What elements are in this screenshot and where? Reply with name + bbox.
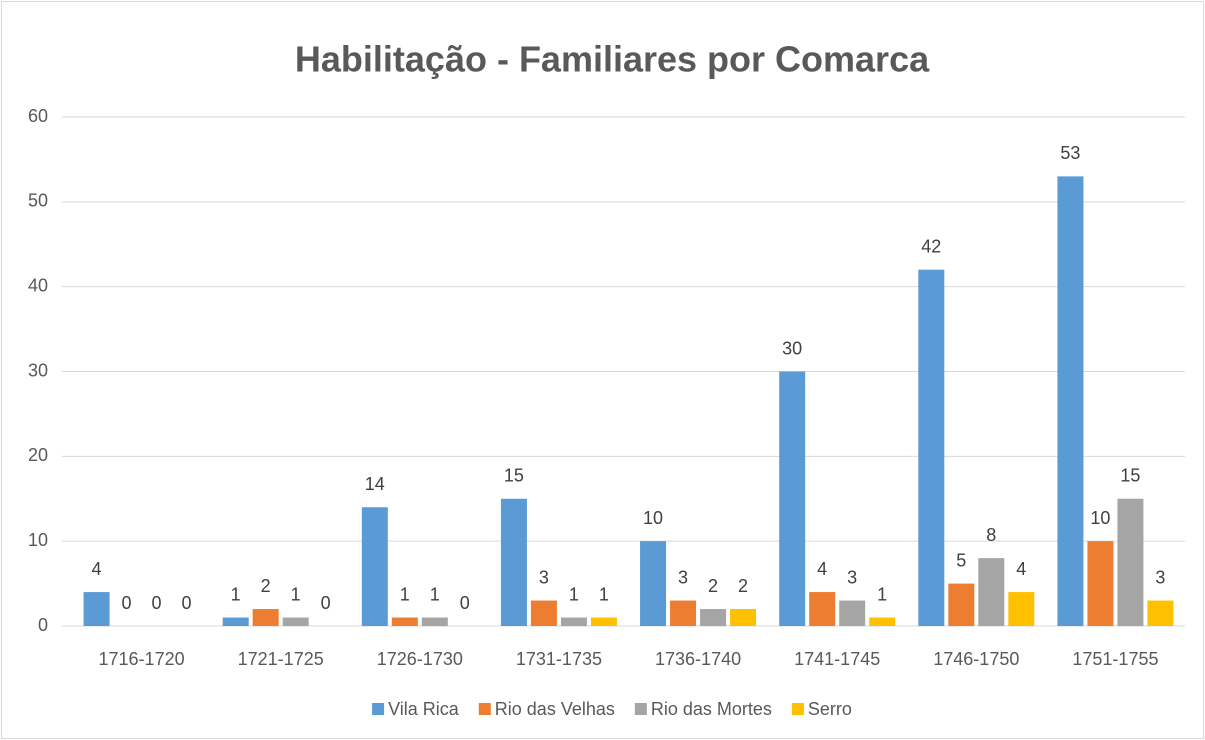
- bar: [1008, 592, 1035, 626]
- bar: [978, 558, 1005, 626]
- data-label: 3: [539, 567, 549, 587]
- data-label: 3: [678, 567, 688, 587]
- legend-swatch: [634, 703, 647, 715]
- data-label: 15: [504, 466, 524, 486]
- y-tick-label: 30: [28, 360, 48, 380]
- data-label: 53: [1060, 143, 1080, 163]
- data-label: 5: [956, 550, 966, 570]
- data-label: 10: [1090, 508, 1110, 528]
- legend-label: Serro: [808, 699, 852, 719]
- bar: [700, 609, 727, 626]
- data-label: 0: [122, 593, 132, 613]
- x-tick-label: 1736-1740: [655, 649, 741, 669]
- data-label: 1: [569, 584, 579, 604]
- bar: [391, 617, 418, 626]
- data-label: 3: [1155, 567, 1165, 587]
- data-label: 10: [643, 508, 663, 528]
- bar: [670, 600, 697, 626]
- bar: [640, 541, 667, 626]
- chart-title: Habilitação - Familiares por Comarca: [295, 39, 930, 80]
- data-label: 1: [400, 584, 410, 604]
- data-label: 0: [460, 593, 470, 613]
- legend-swatch: [372, 703, 385, 715]
- bar: [918, 269, 945, 626]
- bar: [948, 583, 975, 626]
- x-tick-label: 1746-1750: [933, 649, 1019, 669]
- data-label: 2: [708, 576, 718, 596]
- bar: [500, 498, 527, 626]
- legend-label: Rio das Mortes: [651, 699, 772, 719]
- data-label: 42: [921, 236, 941, 256]
- bar: [560, 617, 587, 626]
- y-tick-label: 50: [28, 191, 48, 211]
- data-label: 15: [1120, 466, 1140, 486]
- data-label: 30: [782, 338, 802, 358]
- bar: [222, 617, 249, 626]
- bar: [530, 600, 557, 626]
- y-tick-label: 20: [28, 445, 48, 465]
- data-label: 3: [847, 567, 857, 587]
- x-tick-label: 1731-1735: [516, 649, 602, 669]
- x-tick-label: 1751-1755: [1072, 649, 1158, 669]
- x-tick-label: 1726-1730: [377, 649, 463, 669]
- data-label: 2: [738, 576, 748, 596]
- bar: [282, 617, 309, 626]
- y-tick-label: 40: [28, 275, 48, 295]
- data-label: 0: [321, 593, 331, 613]
- data-label: 0: [182, 593, 192, 613]
- data-label: 2: [261, 576, 271, 596]
- x-tick-label: 1716-1720: [99, 649, 185, 669]
- data-label: 1: [430, 584, 440, 604]
- x-tick-label: 1741-1745: [794, 649, 880, 669]
- legend-label: Rio das Velhas: [495, 699, 615, 719]
- bar: [1117, 498, 1144, 626]
- data-label: 14: [365, 474, 385, 494]
- data-label: 1: [291, 584, 301, 604]
- bar: [730, 609, 757, 626]
- data-label: 0: [152, 593, 162, 613]
- y-tick-label: 0: [38, 615, 48, 635]
- bar: [1087, 541, 1114, 626]
- data-label: 4: [817, 559, 827, 579]
- bar: [809, 592, 836, 626]
- data-label: 4: [92, 559, 102, 579]
- bar: [1147, 600, 1174, 626]
- bar: [869, 617, 896, 626]
- bar: [421, 617, 448, 626]
- bar: [590, 617, 617, 626]
- bar: [779, 371, 806, 626]
- data-label: 4: [1016, 559, 1026, 579]
- bar: [252, 609, 279, 626]
- data-label: 1: [877, 584, 887, 604]
- legend-label: Vila Rica: [388, 699, 460, 719]
- legend-swatch: [791, 703, 804, 715]
- legend-swatch: [478, 703, 491, 715]
- y-tick-label: 10: [28, 530, 48, 550]
- bar: [361, 507, 388, 626]
- data-label: 1: [231, 584, 241, 604]
- bar: [83, 592, 110, 626]
- data-label: 1: [599, 584, 609, 604]
- y-tick-label: 60: [28, 106, 48, 126]
- data-label: 8: [986, 525, 996, 545]
- bar: [1057, 176, 1084, 626]
- bar: [839, 600, 866, 626]
- x-tick-label: 1721-1725: [238, 649, 324, 669]
